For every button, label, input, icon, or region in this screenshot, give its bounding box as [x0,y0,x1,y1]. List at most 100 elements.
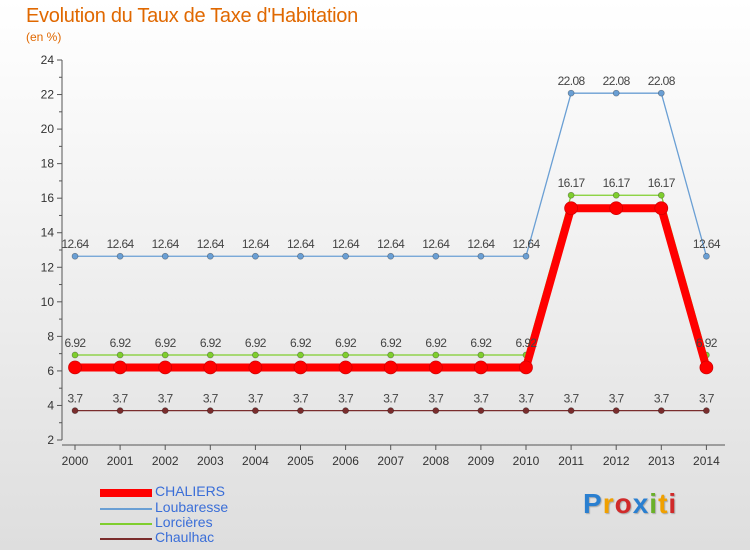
data-label-loubaresse: 12.64 [61,237,89,251]
data-point-chaliers [609,201,624,216]
data-point-chaulhac [252,407,259,414]
data-label-chaulhac: 3.7 [68,392,84,406]
data-point-chaliers [474,360,488,375]
data-label-lorcières: 6.92 [245,336,267,350]
x-tick-label: 2014 [693,454,720,468]
data-point-chaulhac [116,407,124,414]
data-label-chaulhac: 3.7 [564,392,580,406]
data-point-loubaresse [116,252,124,260]
logo-letter: i [649,488,659,519]
chart-subtitle: (en %) [26,30,62,44]
data-point-lorcières [71,351,79,359]
data-label-chaulhac: 3.7 [519,392,535,406]
data-point-chaliers [68,360,82,375]
data-point-loubaresse [567,89,575,97]
data-point-chaliers [383,360,398,375]
data-label-loubaresse: 12.64 [197,237,225,251]
data-point-loubaresse [657,89,665,97]
y-tick-label: 14 [41,226,55,240]
data-point-loubaresse [71,252,79,260]
data-label-chaulhac: 3.7 [609,392,625,406]
legend-label-chaulhac: Chaulhac [155,529,215,545]
data-point-chaulhac [432,407,440,414]
data-point-chaliers [203,360,218,375]
data-point-lorcières [567,191,575,199]
data-label-chaulhac: 3.7 [699,392,715,406]
data-label-lorcières: 16.17 [648,176,676,190]
data-label-chaulhac: 3.7 [113,392,129,406]
data-point-loubaresse [703,252,710,260]
x-tick-label: 2009 [468,454,495,468]
data-point-loubaresse [297,252,304,260]
data-label-lorcières: 6.92 [155,336,177,350]
legend-label-chaliers: CHALIERS [155,483,226,499]
data-label-lorcières: 6.92 [380,336,402,350]
logo-letter: P [583,488,603,519]
data-point-lorcières [432,351,440,359]
x-tick-label: 2004 [242,454,269,468]
data-label-loubaresse: 12.64 [107,237,135,251]
data-point-chaliers [564,201,578,216]
legend-swatch-loubaresse [100,507,152,510]
x-tick-label: 2007 [377,454,404,468]
logo-letter: r [602,488,615,519]
y-tick-label: 24 [41,53,55,67]
x-tick-label: 2010 [513,454,540,468]
data-label-chaulhac: 3.7 [383,392,399,406]
data-point-chaulhac [522,407,530,414]
chart-title: Evolution du Taux de Taxe d'Habitation [26,5,358,27]
data-point-chaliers [338,360,353,375]
data-label-chaulhac: 3.7 [293,392,309,406]
data-label-lorcières: 6.92 [290,336,312,350]
data-point-chaliers [248,360,263,375]
data-label-lorcières: 16.17 [603,176,631,190]
data-point-loubaresse [252,252,259,260]
data-point-loubaresse [387,252,395,260]
data-label-loubaresse: 12.64 [693,237,721,251]
data-point-lorcières [297,351,304,359]
series-line-lorcières [74,194,708,356]
data-label-loubaresse: 12.64 [377,237,405,251]
data-label-loubaresse: 12.64 [152,237,180,251]
y-tick-label: 10 [41,295,55,309]
data-point-lorcières [206,351,214,359]
data-label-loubaresse: 12.64 [332,237,360,251]
data-label-chaulhac: 3.7 [428,392,444,406]
data-point-chaulhac [567,407,575,414]
y-tick-label: 16 [41,191,55,205]
data-point-chaulhac [206,407,214,414]
data-label-loubaresse: 12.64 [512,237,540,251]
data-point-chaulhac [477,407,485,414]
logo-letter: i [668,488,678,519]
data-label-lorcières: 6.92 [696,336,718,350]
y-tick-label: 2 [47,433,54,447]
logo-letter: o [614,488,633,519]
data-point-loubaresse [206,252,214,260]
data-point-lorcières [161,351,169,359]
data-point-chaliers [654,201,669,216]
y-tick-label: 22 [41,88,55,102]
data-label-loubaresse: 12.64 [467,237,495,251]
data-point-chaliers [519,360,533,375]
series-line-loubaresse [74,92,708,257]
data-label-chaulhac: 3.7 [473,392,489,406]
data-label-lorcières: 6.92 [425,336,447,350]
data-point-lorcières [477,351,485,359]
data-label-lorcières: 6.92 [110,336,132,350]
data-point-chaulhac [71,407,79,414]
data-point-loubaresse [161,252,169,260]
data-label-chaulhac: 3.7 [248,392,264,406]
data-label-lorcières: 6.92 [335,336,357,350]
y-tick-label: 4 [47,398,54,412]
logo-letter: t [658,488,669,519]
data-label-lorcières: 6.92 [65,336,87,350]
x-tick-label: 2008 [422,454,449,468]
x-tick-label: 2013 [648,454,675,468]
x-tick-label: 2005 [287,454,314,468]
data-point-lorcières [387,351,395,359]
y-tick-label: 20 [41,122,55,136]
data-point-chaulhac [387,407,395,414]
legend-swatch-chaliers [100,488,152,497]
